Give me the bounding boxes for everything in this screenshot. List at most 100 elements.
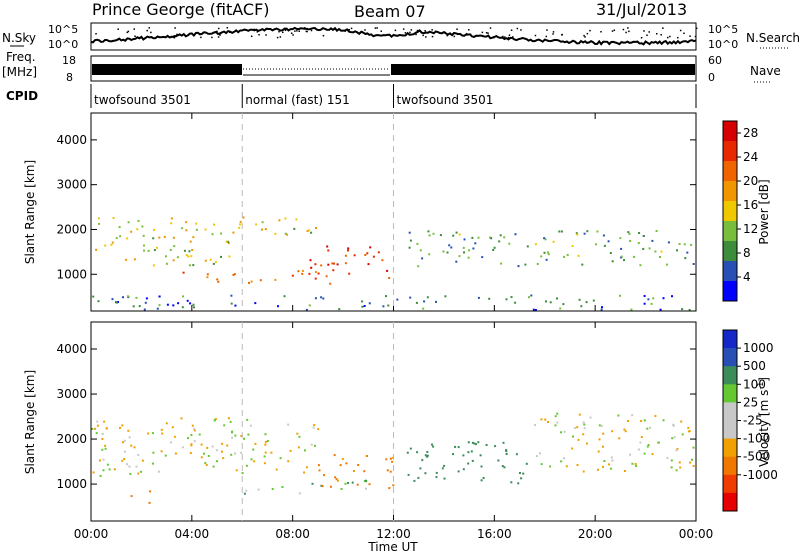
heatmap-cell [534,309,537,311]
heatmap-cell [246,418,249,421]
heatmap-cell [435,471,438,474]
heatmap-cell [264,451,267,454]
nsky-point [380,30,382,32]
heatmap-cell [618,437,621,440]
nsky-point [150,31,152,34]
nsky-point [415,33,417,36]
heatmap-cell [336,263,339,266]
heatmap-cell [344,262,347,265]
nsky-point [465,32,468,35]
heatmap-cell [603,244,606,247]
heatmap-cell [351,481,354,484]
colorbar-frame [722,120,738,302]
heatmap-cell [308,272,311,275]
heatmap-cell [413,479,416,482]
heatmap-cell [313,424,316,427]
nsky-point [410,29,413,31]
heatmap-cell [203,452,205,455]
heatmap-cell [348,272,351,275]
heatmap-cell [691,458,693,461]
heatmap-cell [163,235,166,238]
heatmap-cell [571,447,574,450]
heatmap-cell [130,495,133,498]
nsky-point [520,29,522,31]
heatmap-cell [216,460,218,463]
heatmap-cell [363,470,366,473]
heatmap-cell [662,297,665,300]
heatmap-cell [182,271,185,274]
heatmap-cell [301,269,304,272]
heatmap-cell [248,281,250,284]
heatmap-cell [115,237,118,240]
heatmap-cell [435,300,437,303]
heatmap-cell [264,228,267,231]
nsky-point [446,34,449,37]
nsky-point [453,35,456,38]
heatmap-cell [692,263,695,265]
heatmap-cell [473,442,476,445]
heatmap-cell [619,294,621,297]
heatmap-cell [320,264,323,267]
heatmap-cell [428,234,431,237]
heatmap-cell [306,230,309,232]
heatmap-cell [563,457,565,460]
heatmap-cell [189,240,192,243]
nsky-point [468,29,470,31]
heatmap-cell [111,298,114,301]
heatmap-cell [381,259,384,262]
heatmap-cell [232,274,235,276]
heatmap-cell [607,463,610,466]
nsky-point [211,36,213,39]
heatmap-cell [156,307,159,310]
x-tick-label: 20:00 [578,527,613,541]
nave-tick-bottom: 0 [708,71,715,84]
nsky-point [296,30,298,32]
heatmap-cell [409,447,412,450]
heatmap-cell [206,273,209,276]
heatmap-cell [249,424,252,427]
heatmap-cell [96,424,99,427]
heatmap-cell [505,449,508,452]
heatmap-cell [157,470,160,473]
heatmap-cell [480,479,483,482]
heatmap-cell [680,420,683,423]
heatmap-cell [450,246,453,249]
heatmap-cell [425,455,428,458]
heatmap-cell [576,233,579,236]
heatmap-cell [127,429,130,432]
heatmap-cell [524,263,527,266]
heatmap-cell [582,470,585,473]
heatmap-cell [634,463,637,465]
nsky-point [507,36,510,39]
heatmap-cell [129,472,132,475]
nsky-point [683,32,685,35]
heatmap-cell [183,249,186,252]
heatmap-cell [127,295,129,298]
heatmap-cell [620,247,623,250]
heatmap-cell [314,444,316,447]
heatmap-cell [419,249,422,252]
heatmap-cell [458,255,461,258]
heatmap-cell [560,460,563,463]
heatmap-cell [135,465,138,468]
freq-tick-top: 18 [62,54,76,67]
heatmap-cell [657,441,660,444]
x-tick-label: 00:00 [74,527,109,541]
heatmap-cell [556,412,559,415]
heatmap-cell [389,457,392,460]
heatmap-cell [284,217,287,220]
heatmap-cell [688,309,691,311]
heatmap-cell [314,263,317,266]
heatmap-cell [498,240,501,243]
heatmap-cell [582,421,585,424]
heatmap-cell [321,485,324,488]
nsky-point [146,29,148,32]
heatmap-cell [385,458,388,461]
nsky-point [348,28,350,31]
heatmap-cell [454,445,457,448]
heatmap-cell [101,433,104,435]
nsky-point [250,35,253,38]
heatmap-cell [181,306,184,309]
nsky-point [679,29,682,32]
